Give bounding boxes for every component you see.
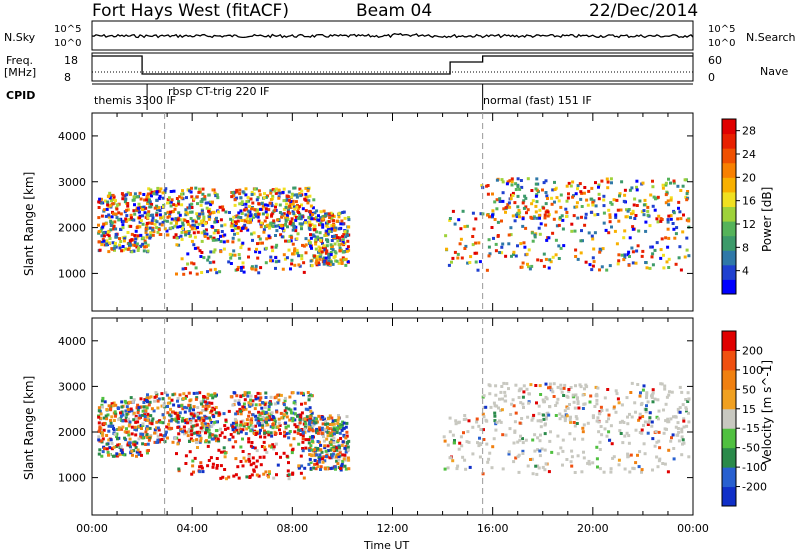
velocity-panel-colorbar-tick-label-7: -200 [742, 481, 767, 494]
velocity-panel-colorbar-cell-3 [722, 428, 736, 449]
nsky-trace [91, 32, 694, 39]
power-panel-colorbar-cell-2 [722, 250, 736, 266]
velocity-panel-colorbar-cell-8 [722, 331, 736, 351]
velocity-panel-colorbar-tick-label-5: -50 [742, 442, 760, 455]
nsky-panel-frame [91, 20, 694, 51]
power-panel-colorbar-cell-4 [722, 221, 736, 237]
time-xlabel: Time UT [364, 539, 410, 552]
time-xtick-label-4: 16:00 [477, 522, 509, 535]
date-title: 22/Dec/2014 [589, 1, 699, 21]
nave-tick-top: 60 [708, 54, 722, 67]
time-xtick-label-6: 00:00 [677, 522, 709, 535]
velocity-panel-colorbar-tick-label-6: -100 [742, 461, 767, 474]
beam-title: Beam 04 [356, 1, 433, 21]
power-panel-ytick-label-3: 4000 [58, 130, 86, 143]
power-panel-colorbar-cell-9 [722, 148, 736, 164]
power-panel-colorbar-cell-1 [722, 264, 736, 280]
power-panel-colorbar-frame [721, 118, 737, 295]
time-xtick-label-5: 20:00 [577, 522, 609, 535]
cpid-segment-label-2: normal (fast) 151 IF [483, 94, 592, 107]
velocity-panel-ytick-label-2: 3000 [58, 380, 86, 393]
power-panel-frame [91, 112, 694, 312]
power-panel-colorbar-cell-8 [722, 162, 736, 178]
power-panel-returns [97, 177, 691, 276]
power-panel-colorbar-tick-label-4: 20 [742, 171, 756, 184]
nsearch-tick-top: 10^5 [708, 24, 736, 35]
cpid-label: CPID [6, 89, 36, 102]
power-panel-colorbar-cell-7 [722, 177, 736, 193]
velocity-panel-colorbar-tick-label-2: 50 [742, 383, 756, 396]
nave-tick-bottom: 0 [708, 71, 715, 84]
velocity-panel-colorbar-cell-0 [722, 486, 736, 507]
velocity-panel-colorbar-tick-label-3: 15 [742, 403, 756, 416]
velocity-panel-frame [91, 317, 694, 516]
freq-tick-top: 18 [64, 54, 78, 67]
power-panel-colorbar-cell-11 [722, 119, 736, 135]
velocity-panel-colorbar-cell-1 [722, 467, 736, 488]
power-panel-colorbar-cell-0 [722, 279, 736, 295]
power-panel-colorbar-cell-10 [722, 133, 736, 149]
nsearch-tick-bottom: 10^0 [708, 38, 736, 49]
velocity-panel-colorbar-tick-label-0: 200 [742, 344, 763, 357]
velocity-panel-colorbar-cell-7 [722, 350, 736, 371]
nsky-tick-bottom: 10^0 [54, 38, 82, 49]
velocity-panel-ytick-label-0: 1000 [58, 472, 86, 485]
power-panel-colorbar-tick-label-2: 12 [742, 218, 756, 231]
velocity-panel-colorbar-frame [721, 330, 737, 507]
nsearch-label: N.Search [746, 31, 796, 44]
velocity-panel-ytick-label-3: 4000 [58, 335, 86, 348]
power-panel-colorbar-tick-label-0: 4 [742, 265, 749, 278]
freq-label-1: Freq. [6, 54, 34, 67]
velocity-panel-ytick-label-1: 2000 [58, 426, 86, 439]
cpid-segment-label-0: themis 3300 IF [94, 94, 177, 107]
velocity-panel-colorbar-cell-2 [722, 447, 736, 468]
power-panel-colorbar-tick-label-6: 28 [742, 125, 756, 138]
power-panel-colorbar-cell-5 [722, 206, 736, 222]
power-panel-colorbar-cell-3 [722, 235, 736, 251]
freq-tick-bottom: 8 [64, 71, 71, 84]
cpid-segment-label-1: rbsp CT-trig 220 IF [168, 85, 270, 98]
time-xtick-label-3: 12:00 [377, 522, 409, 535]
power-panel-colorbar-cell-6 [722, 191, 736, 207]
time-xtick-label-1: 04:00 [176, 522, 208, 535]
velocity-panel-colorbar-cell-5 [722, 389, 736, 410]
power-panel-colorbar-tick-label-1: 8 [742, 241, 749, 254]
station-title: Fort Hays West (fitACF) [92, 1, 289, 21]
power-panel-colorbar-tick-label-3: 16 [742, 195, 756, 208]
power-panel-ytick-label-1: 2000 [58, 222, 86, 235]
time-xtick-label-0: 00:00 [76, 522, 108, 535]
power-panel-ytick-label-2: 3000 [58, 176, 86, 189]
velocity-panel-colorbar-tick-label-4: -15 [742, 422, 760, 435]
velocity-panel-colorbar-cell-4 [722, 408, 736, 429]
velocity-panel-colorbar-cell-6 [722, 369, 736, 390]
freq-label-2: [MHz] [4, 66, 37, 79]
velocity-panel-returns [97, 381, 691, 481]
freq-panel-frame [91, 52, 694, 82]
power-panel-ytick-label-0: 1000 [58, 267, 86, 280]
nave-label: Nave [760, 65, 789, 78]
nsky-tick-top: 10^5 [54, 24, 82, 35]
power-panel-colorbar-tick-label-5: 24 [742, 148, 756, 161]
velocity-panel-colorbar-tick-label-1: 100 [742, 364, 763, 377]
time-xtick-label-2: 08:00 [276, 522, 308, 535]
freq-trace [92, 55, 693, 75]
nsky-label: N.Sky [4, 31, 36, 44]
